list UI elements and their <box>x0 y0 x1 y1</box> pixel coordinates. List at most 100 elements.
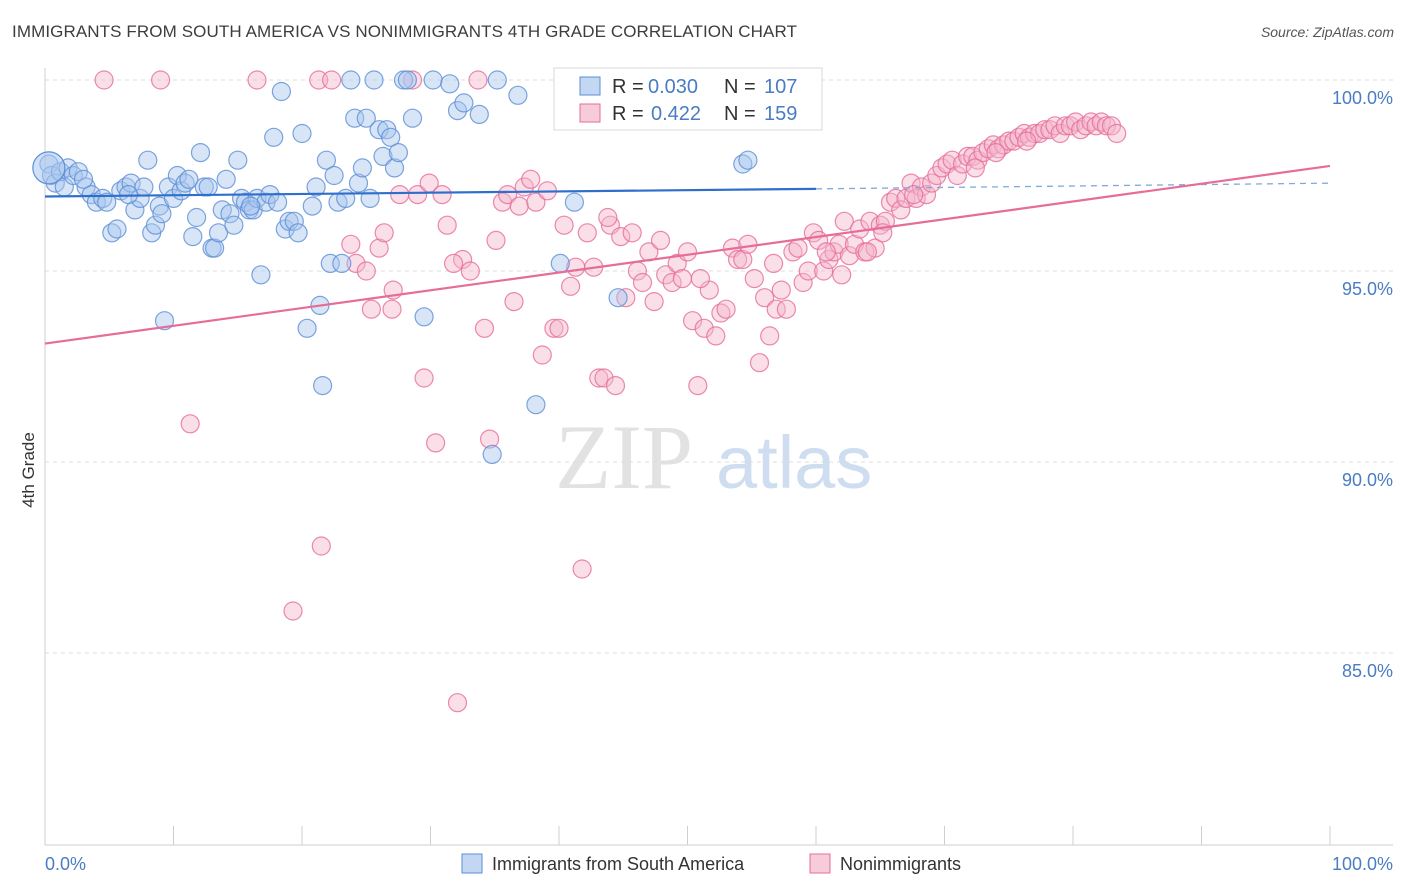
data-point <box>509 196 529 216</box>
data-point <box>694 318 714 338</box>
data-point <box>316 150 336 170</box>
data-point <box>454 93 474 113</box>
data-point <box>423 70 443 90</box>
chart-title: IMMIGRANTS FROM SOUTH AMERICA VS NONIMMI… <box>12 22 798 41</box>
data-point <box>508 85 528 105</box>
data-point <box>716 299 736 319</box>
data-point <box>487 70 507 90</box>
data-point <box>706 326 726 346</box>
data-point <box>957 146 978 166</box>
stat-r-value-blue: 0.030 <box>648 76 698 98</box>
source-credit: Source: ZipAtlas.com <box>1260 24 1394 40</box>
data-point <box>374 223 394 243</box>
data-point <box>352 158 372 178</box>
data-point <box>526 192 546 212</box>
data-point <box>662 272 682 293</box>
data-point <box>727 249 748 270</box>
data-point <box>474 318 495 338</box>
data-point <box>297 318 317 338</box>
data-point <box>288 223 308 243</box>
data-point <box>738 150 758 170</box>
data-point <box>594 368 614 388</box>
data-point <box>324 165 344 186</box>
data-point <box>73 169 94 189</box>
data-point <box>616 288 636 308</box>
trend-extension-immigrants <box>815 182 1331 190</box>
data-point <box>650 230 671 250</box>
data-point <box>444 253 464 273</box>
data-point <box>942 150 962 170</box>
data-point <box>216 169 236 189</box>
data-point <box>598 207 618 228</box>
data-point <box>447 100 468 121</box>
data-point <box>271 81 291 102</box>
data-point <box>381 127 401 147</box>
data-point <box>469 104 489 125</box>
data-point <box>622 223 642 243</box>
data-point <box>776 299 797 319</box>
watermark: ZIP atlas <box>555 406 872 508</box>
stat-n-value-pink: 159 <box>764 103 797 125</box>
data-point <box>644 292 664 312</box>
data-point <box>560 276 581 296</box>
data-point <box>432 185 452 205</box>
data-point <box>228 150 248 170</box>
data-point <box>880 192 901 212</box>
data-point <box>322 70 342 90</box>
data-point <box>1096 116 1117 136</box>
data-point <box>163 188 184 208</box>
data-point <box>130 188 150 208</box>
data-point <box>480 429 500 449</box>
data-point <box>564 192 585 212</box>
legend-swatch-blue <box>579 76 601 96</box>
data-point <box>1035 120 1055 140</box>
data-point <box>632 272 653 293</box>
data-point <box>605 376 626 396</box>
bottom-legend: Immigrants from South America Nonimmigra… <box>461 853 961 874</box>
data-point <box>672 269 693 289</box>
stat-r-value-pink: 0.422 <box>651 103 701 125</box>
trend-line-immigrants <box>44 187 817 198</box>
data-point <box>151 70 171 90</box>
data-point <box>1086 116 1106 136</box>
data-point <box>292 123 312 144</box>
data-point <box>744 269 764 289</box>
data-point <box>180 414 200 434</box>
stat-r-label-blue: R = <box>612 76 644 98</box>
data-point <box>521 169 541 189</box>
data-point <box>572 559 592 579</box>
data-point <box>208 223 229 243</box>
legend-swatch-pink <box>579 103 601 123</box>
data-point <box>1107 123 1127 144</box>
data-point <box>554 215 574 235</box>
data-point <box>97 192 117 212</box>
data-point <box>414 368 434 388</box>
data-point <box>175 173 195 193</box>
data-point <box>798 261 818 281</box>
data-point <box>993 135 1014 155</box>
data-point <box>102 223 122 243</box>
data-point <box>32 151 66 185</box>
data-point <box>283 601 303 621</box>
data-point <box>63 165 83 186</box>
data-point <box>1081 112 1101 132</box>
data-point <box>834 211 854 231</box>
data-point <box>611 227 631 247</box>
data-point <box>220 204 240 224</box>
data-point <box>1055 116 1075 136</box>
data-point <box>224 215 244 235</box>
stat-n-label-pink: N = <box>724 103 756 125</box>
data-point <box>783 242 803 262</box>
legend-swatch-immigrants <box>461 853 483 874</box>
data-point <box>437 215 457 235</box>
data-point <box>763 253 784 273</box>
data-point <box>373 146 393 166</box>
data-point <box>711 303 731 323</box>
data-point <box>682 311 703 331</box>
data-point <box>94 70 114 90</box>
data-point <box>733 249 753 270</box>
data-point <box>341 70 361 90</box>
y-tick-label: 90.0% <box>1342 470 1393 490</box>
data-point <box>345 108 365 128</box>
